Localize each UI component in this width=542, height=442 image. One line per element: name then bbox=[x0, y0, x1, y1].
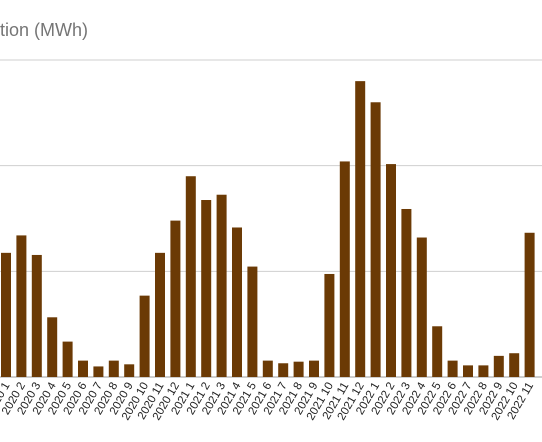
bar-2022-5 bbox=[432, 326, 443, 377]
bar-2021-11 bbox=[339, 161, 350, 377]
bar-2022-8 bbox=[478, 365, 489, 377]
bar-2022-2 bbox=[386, 164, 396, 377]
bar-2022-9 bbox=[493, 355, 504, 377]
bar-2021-6 bbox=[262, 360, 273, 377]
gridlines bbox=[0, 59, 542, 378]
bar-2022-7 bbox=[463, 365, 473, 377]
bar-2020-6 bbox=[78, 360, 88, 377]
bar-2021-1 bbox=[185, 176, 196, 377]
bar-2021-12 bbox=[355, 81, 366, 377]
bar-2020-11 bbox=[155, 252, 165, 377]
bar-2022-11 bbox=[524, 232, 535, 377]
bar-2021-9 bbox=[309, 360, 319, 377]
bar-2021-7 bbox=[278, 363, 289, 377]
bar-2020-2 bbox=[16, 235, 27, 377]
bar-2021-10 bbox=[324, 273, 335, 377]
bar-2020-4 bbox=[47, 317, 58, 377]
bar-2020-3 bbox=[31, 254, 42, 377]
bar-2022-10 bbox=[509, 353, 520, 377]
bar-2022-4 bbox=[416, 237, 427, 377]
bar-2021-5 bbox=[247, 266, 258, 377]
bar-2022-1 bbox=[370, 102, 381, 378]
bar-2021-2 bbox=[201, 200, 212, 377]
bar-2020-8 bbox=[108, 360, 119, 377]
bar-2020-7 bbox=[93, 366, 104, 377]
bar-2021-8 bbox=[293, 361, 304, 377]
bar-2020-9 bbox=[124, 364, 135, 377]
chart-title: tion (MWh) bbox=[0, 20, 89, 40]
bar-2021-3 bbox=[216, 194, 227, 377]
bar-2020-10 bbox=[139, 295, 150, 377]
bar-2020-12 bbox=[170, 220, 181, 377]
bar-2020-1 bbox=[1, 252, 11, 377]
bar-2020-5 bbox=[62, 341, 73, 377]
bars bbox=[1, 81, 535, 378]
bar-2022-3 bbox=[401, 208, 412, 377]
bar-2021-4 bbox=[232, 227, 242, 377]
bar-2022-6 bbox=[447, 360, 458, 377]
